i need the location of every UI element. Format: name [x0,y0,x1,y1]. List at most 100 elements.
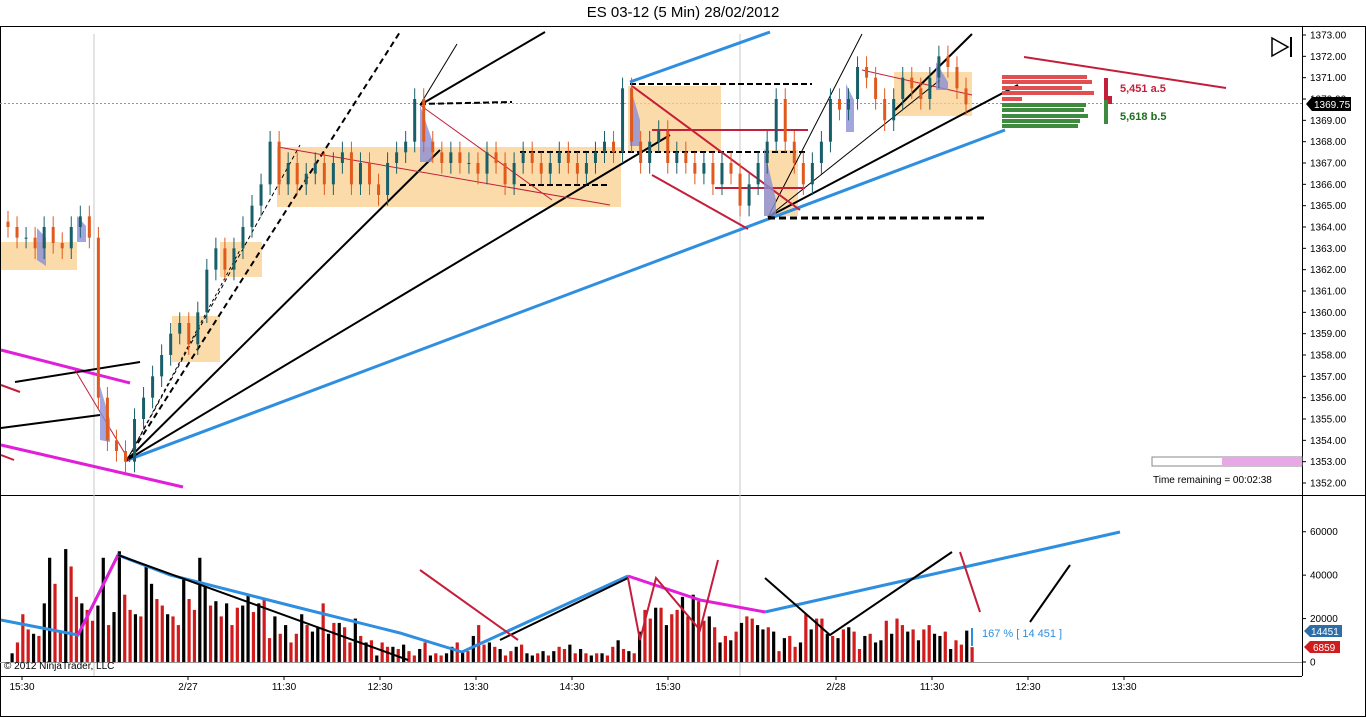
ask-level [1002,97,1022,101]
price-tick-label: 1373.00 [1310,31,1347,42]
volume-bar [262,599,266,662]
candle-body [331,163,335,185]
candle-body [584,163,588,174]
bid-level [1002,103,1086,107]
trendline-blue [764,530,1121,614]
candle-body [286,163,290,185]
candle-body [819,141,823,163]
volume-bar [616,640,620,662]
fan-line [767,33,863,218]
candle-body [6,221,10,227]
fan-line [419,31,546,106]
fan-line [126,249,241,461]
volume-bar [734,631,738,662]
candle-body [919,88,923,99]
fan-line [126,144,301,461]
volume-bar [139,616,143,662]
volume-bar [96,605,100,662]
volume-bar [53,583,57,662]
volume-bar [21,614,25,662]
volume-bar [375,655,379,662]
volume-bar [943,631,947,662]
volume-bar [670,614,674,662]
candle-body [648,141,652,163]
volume-bar [884,620,888,662]
bid-level [1002,108,1084,112]
price-tick-label: 1352.00 [1310,479,1347,490]
volume-tick-label: 60000 [1310,527,1338,538]
ask-bar [1104,78,1108,100]
volume-bar [916,640,921,662]
candle-body [358,163,362,185]
volume-bar [423,642,427,662]
volume-bar [42,603,46,662]
volume-bar [557,646,561,662]
ask-level [1002,80,1092,84]
candle-body [404,141,408,153]
trendline-magenta [76,554,120,636]
volume-bar [58,631,62,662]
volume-bar [788,635,792,662]
price-tick-label: 1367.00 [1310,159,1347,170]
trendline-magenta [627,574,766,614]
price-tick-label: 1366.00 [1310,180,1347,191]
time-tick-label: 13:30 [463,682,488,693]
volume-bar [691,594,695,662]
volume-profiles [37,62,948,442]
volume-bar [166,614,170,662]
time-tick-label: 2/28 [826,682,846,693]
candle-body [105,397,109,441]
volume-bar [573,653,577,662]
volume-bar [696,601,701,662]
ask-level [1002,75,1087,79]
volume-bar [772,631,776,662]
volume-bar [809,629,813,662]
candle-body [937,56,941,78]
candle-body [720,163,724,185]
candle-body [232,248,236,270]
candle-body [901,77,905,99]
volume-bar [782,638,786,662]
volume-bar [48,557,52,662]
candle-body [196,312,200,345]
volume-annotation: 167 % [ 14 451 ] [982,628,1062,640]
volume-bar [412,655,416,662]
volume-bar [863,635,867,662]
volume-bar [267,638,272,662]
volume-bar [718,642,722,662]
volume-bar [831,635,835,662]
candle-body [295,163,299,185]
candle-body [666,131,670,163]
volume-bar [761,629,765,662]
volume-bar [927,625,931,662]
candle-body [96,237,100,398]
volume-bar [300,614,304,662]
volume-bar [337,622,341,662]
skip-to-end-icon[interactable] [1271,36,1292,58]
fan-line [894,33,973,111]
volume-bar [273,616,277,662]
volume-bar [80,603,84,662]
channel-line [627,559,719,641]
volume-bar [251,612,256,662]
channel-line [0,454,15,461]
candle-body [612,141,616,153]
volume-bar [922,629,926,662]
candle-body [602,141,606,153]
candle-body [42,227,46,249]
depth-ladder: 5,451 a.5 5,618 b.5 [1002,75,1166,128]
volume-bar [310,631,315,662]
candle-body [214,248,218,270]
volume-bar [466,651,470,662]
candle-body [557,152,561,163]
volume-bar [766,627,770,662]
candle-body [304,173,308,185]
price-tick-label: 1368.00 [1310,137,1347,148]
time-tick-label: 15:30 [655,682,680,693]
volume-bar [729,640,733,662]
volume-bar [605,655,610,662]
candle-body [865,67,869,78]
price-tick-label: 1359.00 [1310,329,1347,340]
volume-bar [214,601,218,662]
volume-bar [294,633,298,662]
